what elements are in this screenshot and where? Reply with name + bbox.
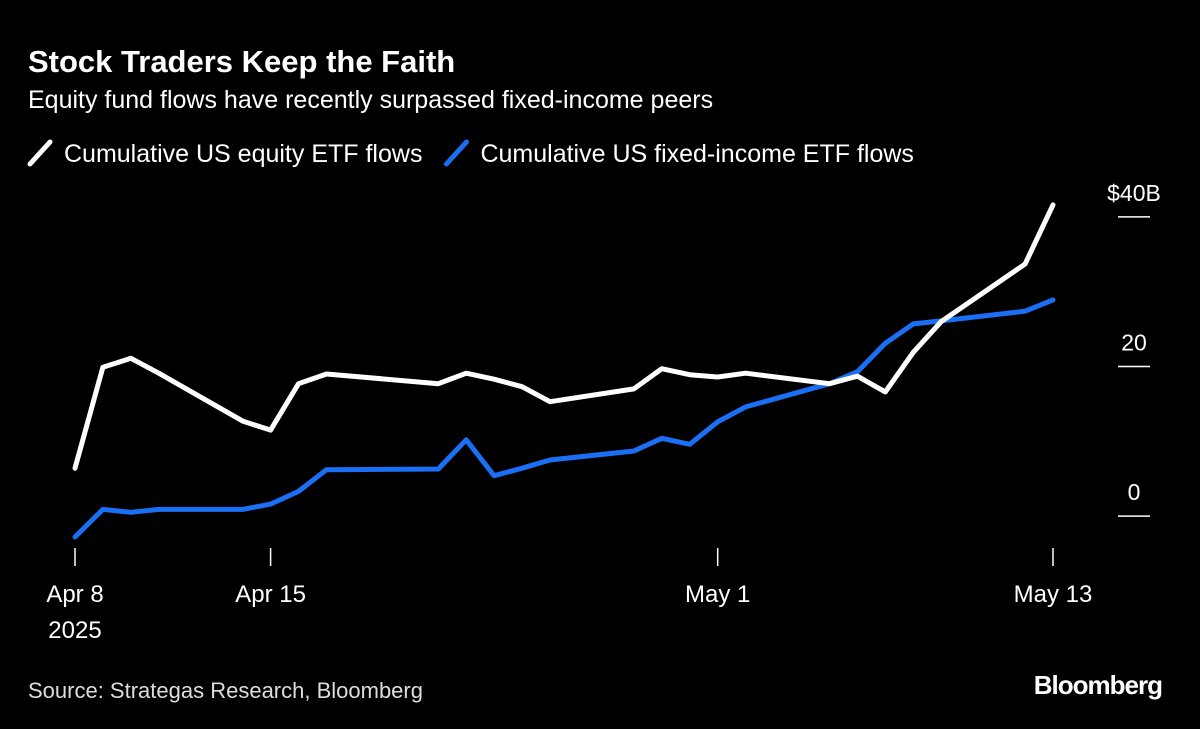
y-tick-label: $40B [1107,180,1161,206]
x-tick-label: May 13 [1014,581,1093,608]
series-line [72,202,1056,471]
series-line [72,297,1056,540]
y-tick-label: 20 [1121,330,1147,356]
x-tick-label: May 1 [685,581,750,608]
legend-swatch [27,139,53,167]
legend-label: Cumulative US equity ETF flows [64,140,422,168]
x-tick-label: Apr 8 [46,581,103,608]
chart-title: Stock Traders Keep the Faith [28,44,455,79]
y-tick-label: 0 [1128,479,1141,505]
x-tick-label: Apr 15 [235,581,306,608]
x-year-label: 2025 [48,617,101,644]
chart-subtitle: Equity fund flows have recently surpasse… [28,86,713,114]
source: Source: Strategas Research, Bloomberg [28,678,423,703]
legend-swatch [443,139,469,167]
brand-logo: Bloomberg [1034,670,1162,700]
legend-label: Cumulative US fixed-income ETF flows [480,140,913,168]
